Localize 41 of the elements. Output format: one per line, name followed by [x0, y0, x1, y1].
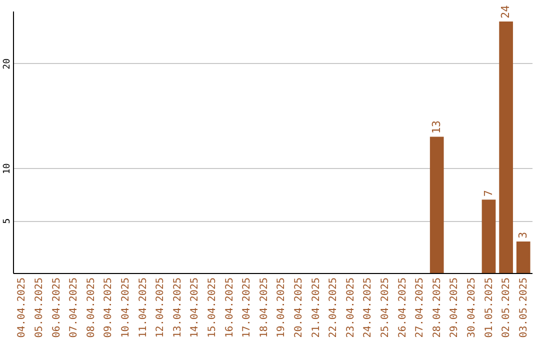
data-label: 7	[482, 190, 495, 197]
data-label: 13	[430, 120, 443, 134]
x-tick-label: 15.04.2025	[206, 278, 218, 338]
x-tick-label: 17.04.2025	[242, 278, 253, 338]
x-tick-label: 27.04.2025	[414, 278, 426, 338]
data-label: 24	[499, 4, 512, 18]
bar	[499, 21, 513, 273]
x-tick-label: 09.04.2025	[103, 278, 114, 338]
data-label: 3	[516, 232, 530, 239]
x-tick-label: 02.05.2025	[501, 278, 512, 338]
x-tick-label: 20.04.2025	[293, 278, 304, 338]
x-tick-label: 03.05.2025	[518, 278, 530, 338]
y-tick-label: 20	[2, 58, 12, 70]
x-tick-label: 01.05.2025	[484, 278, 495, 338]
x-tick-label: 21.04.2025	[310, 278, 322, 338]
x-tick-label: 30.04.2025	[466, 278, 478, 338]
x-tick-label: 13.04.2025	[172, 278, 184, 338]
x-tick-label: 18.04.2025	[258, 278, 270, 338]
x-tick-label: 26.04.2025	[397, 278, 408, 338]
x-tick-label: 06.04.2025	[51, 278, 62, 338]
x-tick-label: 24.04.2025	[362, 278, 374, 338]
y-tick-label: 5	[2, 218, 12, 224]
x-tick-label: 12.04.2025	[155, 278, 166, 338]
x-tick-label: 28.04.2025	[432, 278, 443, 338]
bar	[430, 136, 444, 273]
x-tick-label: 05.04.2025	[34, 278, 45, 338]
x-tick-label: 29.04.2025	[449, 278, 460, 338]
x-tick-label: 25.04.2025	[380, 278, 391, 338]
x-tick-label: 11.04.2025	[138, 278, 149, 338]
x-tick-label: 16.04.2025	[224, 278, 236, 338]
x-tick-label: 08.04.2025	[86, 278, 97, 338]
bar	[482, 200, 496, 273]
bar	[516, 242, 530, 273]
x-tick-label: 14.04.2025	[190, 278, 201, 338]
x-tick-label: 07.04.2025	[68, 278, 80, 338]
x-tick-label: 04.04.2025	[16, 278, 28, 338]
y-tick-label: 10	[2, 163, 12, 174]
x-tick-label: 23.04.2025	[345, 278, 356, 338]
x-tick-label: 10.04.2025	[120, 278, 132, 338]
x-tick-label: 22.04.2025	[328, 278, 340, 338]
x-tick-label: 19.04.2025	[276, 278, 288, 338]
